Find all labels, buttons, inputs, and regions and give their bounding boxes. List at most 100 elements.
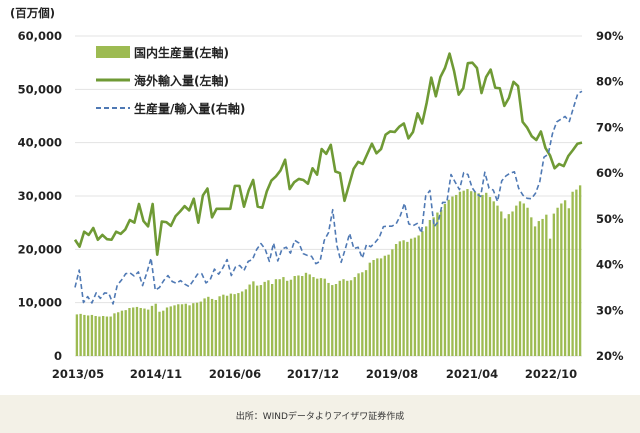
bar-domestic-production <box>436 212 439 356</box>
bar-domestic-production <box>147 309 150 356</box>
bar-domestic-production <box>578 185 582 356</box>
bar-domestic-production <box>349 280 353 356</box>
bar-domestic-production <box>346 280 349 356</box>
bar-domestic-production <box>207 296 210 356</box>
bar-domestic-production <box>259 285 263 356</box>
bar-domestic-production <box>413 237 417 356</box>
right-tick-label: 90% <box>596 29 624 43</box>
bar-domestic-production <box>94 316 97 356</box>
bar-domestic-production <box>361 272 364 356</box>
bar-domestic-production <box>496 205 499 356</box>
bar-series <box>75 185 582 356</box>
left-axis-unit-label: (百万個) <box>10 6 55 20</box>
bar-domestic-production <box>507 214 510 356</box>
bar-domestic-production <box>338 280 341 356</box>
bar-domestic-production <box>113 313 116 356</box>
right-tick-label: 70% <box>596 120 624 134</box>
bar-domestic-production <box>278 279 281 356</box>
left-tick-label: 0 <box>54 349 62 363</box>
bar-domestic-production <box>274 279 278 356</box>
bar-domestic-production <box>222 294 225 356</box>
bar-domestic-production <box>443 204 447 356</box>
bar-domestic-production <box>289 279 293 356</box>
x-tick-label: 2017/12 <box>287 367 339 381</box>
axes: (百万個) 0 10,000 20,000 30,000 40,000 50,000 60,… <box>10 6 624 381</box>
bar-domestic-production <box>417 235 420 356</box>
bar-domestic-production <box>233 294 236 356</box>
bar-domestic-production <box>353 277 356 356</box>
bar-domestic-production <box>154 303 157 356</box>
source-note: 出所：WINDデータよりアイザワ証券作成 <box>235 412 405 422</box>
bar-domestic-production <box>214 300 217 356</box>
bar-domestic-production <box>560 203 563 356</box>
bar-domestic-production <box>552 213 555 356</box>
bar-domestic-production <box>379 258 383 356</box>
bar-domestic-production <box>162 310 165 356</box>
bar-domestic-production <box>530 217 533 356</box>
bar-domestic-production <box>120 310 124 356</box>
x-tick-label: 2022/10 <box>525 367 577 381</box>
bar-domestic-production <box>492 201 495 356</box>
bar-domestic-production <box>477 193 480 356</box>
bar-domestic-production <box>334 284 338 356</box>
bar-domestic-production <box>409 238 413 356</box>
bar-domestic-production <box>240 291 244 356</box>
bar-domestic-production <box>364 270 368 356</box>
bar-domestic-production <box>124 310 127 356</box>
bar-domestic-production <box>86 315 90 356</box>
bar-domestic-production <box>428 220 432 356</box>
bar-domestic-production <box>293 276 296 356</box>
bar-domestic-production <box>195 302 199 356</box>
bar-domestic-production <box>188 305 191 356</box>
bar-domestic-production <box>406 241 409 356</box>
bar-domestic-production <box>383 255 386 356</box>
bar-domestic-production <box>327 282 330 356</box>
bar-domestic-production <box>424 226 428 356</box>
x-tick-label: 2019/08 <box>366 367 418 381</box>
bar-domestic-production <box>503 218 507 356</box>
bar-domestic-production <box>252 281 255 356</box>
bar-domestic-production <box>522 203 525 356</box>
bar-domestic-production <box>184 303 187 356</box>
legend-label-overseas-import: 海外輸入量(左軸) <box>134 73 229 88</box>
bar-domestic-production <box>75 314 79 356</box>
bar-domestic-production <box>533 226 537 356</box>
bar-domestic-production <box>248 284 251 356</box>
legend: 国内生産量(左軸) 海外輸入量(左軸) 生産量/輸入量(右軸) <box>96 45 245 116</box>
bar-domestic-production <box>518 201 522 356</box>
bar-domestic-production <box>394 244 398 356</box>
bar-domestic-production <box>357 273 360 356</box>
bar-domestic-production <box>109 316 112 356</box>
bar-domestic-production <box>225 295 229 356</box>
bar-domestic-production <box>105 316 109 356</box>
x-tick-label: 2016/06 <box>209 367 261 381</box>
right-tick-label: 40% <box>596 258 624 272</box>
bar-domestic-production <box>286 280 289 356</box>
gridlines <box>75 35 582 357</box>
bar-domestic-production <box>177 304 180 356</box>
bar-domestic-production <box>98 316 101 356</box>
bar-domestic-production <box>387 254 390 356</box>
bar-domestic-production <box>237 293 240 356</box>
bar-domestic-production <box>402 240 405 356</box>
bar-domestic-production <box>563 200 567 356</box>
bar-domestic-production <box>548 238 552 356</box>
bar-domestic-production <box>473 191 477 356</box>
bar-domestic-production <box>515 205 518 356</box>
bar-domestic-production <box>372 260 375 356</box>
bar-domestic-production <box>575 189 578 356</box>
bar-domestic-production <box>511 211 514 356</box>
bar-domestic-production <box>541 218 544 356</box>
bar-domestic-production <box>169 306 172 356</box>
left-tick-label: 20,000 <box>18 242 62 256</box>
line-series <box>73 52 583 305</box>
bar-domestic-production <box>271 284 274 356</box>
bar-domestic-production <box>432 217 435 356</box>
right-tick-label: 50% <box>596 212 624 226</box>
bar-domestic-production <box>150 305 154 356</box>
bar-domestic-production <box>342 279 345 356</box>
bar-domestic-production <box>203 298 206 356</box>
bar-domestic-production <box>376 258 379 356</box>
bar-domestic-production <box>139 308 142 356</box>
x-tick-label: 2014/11 <box>130 367 182 381</box>
